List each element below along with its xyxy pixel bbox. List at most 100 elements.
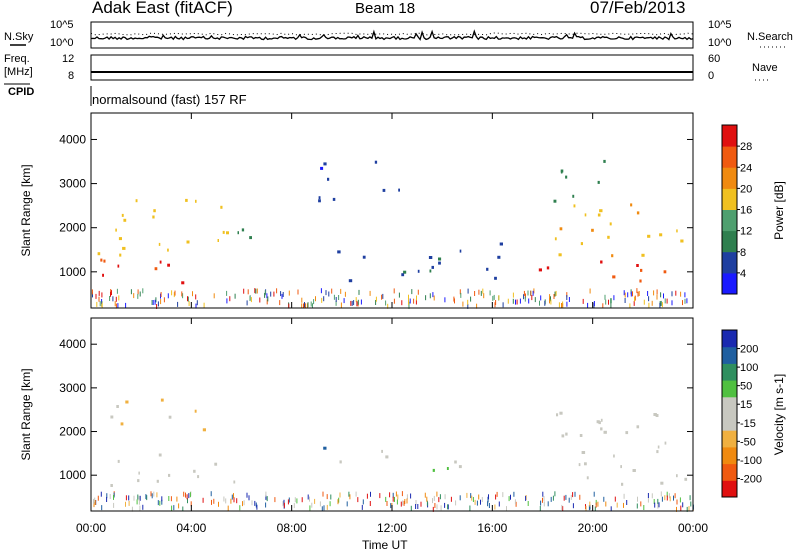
power-cell-r3 (323, 162, 327, 166)
power-cell-r1 (158, 242, 161, 246)
power-clutter-cell (408, 294, 409, 300)
power-clutter-cell (533, 288, 535, 294)
power-clutter-cell (507, 298, 509, 304)
velocity-clutter-cell (329, 501, 331, 507)
power-cell-r6 (597, 213, 601, 217)
velocity-cell-r7 (584, 462, 587, 466)
power-clutter-cell (163, 297, 165, 303)
velocity-clutter-cell (288, 497, 290, 503)
power-cell-r5 (636, 264, 639, 267)
power-clutter-cell (462, 301, 464, 307)
velocity-clutter-cell (614, 496, 616, 502)
velocity-clutter-cell (137, 494, 139, 500)
power-clutter-cell (350, 300, 352, 306)
power-clutter-cell (659, 302, 661, 308)
velocity-clutter-cell (136, 499, 138, 505)
velocity-clutter-cell (595, 499, 597, 505)
power-clutter-cell (467, 303, 469, 309)
velocity-clutter-cell (128, 500, 130, 506)
power-clutter-cell (589, 288, 591, 294)
power-clutter-cell (256, 288, 258, 294)
velocity-clutter-cell (432, 498, 433, 504)
power-clutter-cell (137, 289, 139, 295)
velocity-clutter-cell (406, 498, 408, 504)
power-clutter-cell (634, 296, 635, 302)
power-clutter-cell (393, 288, 395, 294)
velocity-clutter-cell (106, 497, 108, 502)
power-clutter-cell (660, 301, 661, 307)
power-clutter-cell (99, 301, 101, 307)
power-clutter-cell (459, 289, 461, 295)
velocity-clutter-cell (637, 496, 638, 502)
velocity-clutter-cell (540, 500, 542, 506)
velocity-clutter-cell (322, 491, 324, 497)
power-colorbar-band (722, 251, 737, 274)
power-clutter-cell (453, 296, 455, 302)
power-cell-r4 (428, 256, 433, 259)
velocity-clutter-cell (265, 491, 267, 497)
velocity-colorbar-tick-label: 100 (740, 362, 758, 374)
velocity-clutter-cell (246, 492, 248, 498)
velocity-clutter-cell (125, 495, 127, 501)
nave-tick-bottom: 0 (708, 70, 715, 82)
power-clutter-cell (540, 295, 542, 301)
velocity-clutter-cell (640, 501, 642, 507)
power-clutter-cell (478, 289, 480, 295)
power-clutter-cell (160, 293, 161, 299)
power-clutter-cell (266, 293, 268, 299)
velocity-clutter-cell (676, 499, 678, 505)
velocity-clutter-cell (562, 506, 564, 512)
power-cell-r1 (186, 240, 190, 244)
power-clutter-cell (254, 288, 256, 294)
power-cell-r1 (135, 199, 138, 203)
power-clutter-cell (653, 290, 655, 296)
velocity-clutter-cell (679, 497, 681, 503)
freq-panel-frame (90, 54, 694, 81)
velocity-clutter-cell (173, 505, 175, 511)
power-clutter-cell (566, 301, 568, 307)
power-clutter-cell (335, 297, 337, 302)
power-cell-r3 (374, 160, 378, 164)
velocity-cell-r2 (385, 455, 389, 459)
velocity-clutter-cell (552, 495, 554, 501)
power-clutter-cell (489, 290, 491, 296)
velocity-clutter-cell (404, 499, 406, 504)
power-clutter-cell (474, 291, 476, 296)
power-clutter-cell (112, 296, 114, 302)
velocity-clutter-cell (669, 496, 671, 502)
velocity-clutter-cell (651, 493, 653, 499)
velocity-clutter-cell (554, 491, 556, 497)
power-cell-r4 (403, 270, 407, 274)
power-clutter-cell (417, 289, 419, 295)
power-clutter-cell (416, 295, 417, 301)
velocity-clutter-cell (183, 491, 185, 497)
power-cell-r0 (154, 267, 158, 271)
power-clutter-cell (470, 296, 472, 302)
velocity-clutter-cell (543, 501, 545, 507)
power-clutter-cell (267, 296, 269, 302)
power-clutter-cell (195, 303, 197, 309)
velocity-clutter-cell (385, 496, 387, 502)
velocity-clutter-cell (176, 496, 178, 502)
power-cell-r1 (123, 218, 127, 222)
velocity-clutter-cell (415, 504, 417, 509)
power-clutter-cell (266, 299, 268, 305)
power-cell-r1 (121, 213, 124, 217)
velocity-clutter-cell (283, 502, 285, 508)
power-cell-r5 (600, 260, 603, 264)
velocity-cell-r1 (120, 422, 124, 426)
power-clutter-cell (661, 302, 663, 308)
velocity-clutter-cell (113, 494, 114, 500)
power-cell-r6 (641, 253, 645, 257)
velocity-clutter-cell (654, 502, 656, 508)
velocity-clutter-cell (145, 494, 147, 500)
velocity-clutter-cell (366, 493, 368, 499)
power-clutter-cell (495, 300, 497, 305)
velocity-cell-r4 (432, 468, 435, 472)
power-clutter-cell (156, 304, 158, 309)
power-clutter-cell (582, 298, 584, 304)
velocity-clutter-cell (296, 498, 298, 504)
velocity-cell-r0 (137, 479, 140, 483)
power-cell-r7 (597, 180, 600, 184)
